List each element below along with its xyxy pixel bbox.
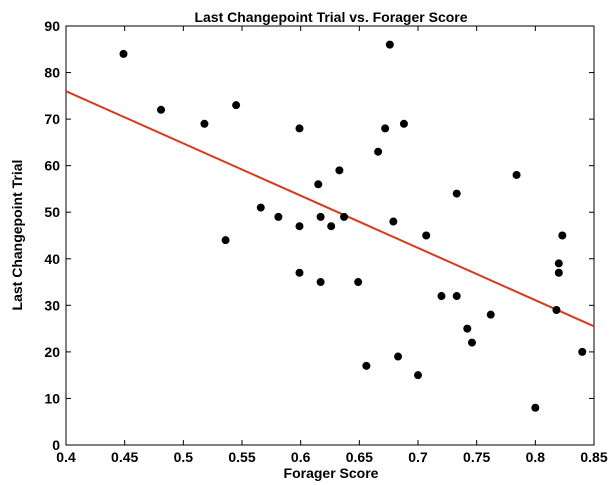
data-point — [554, 259, 563, 268]
plot-frame — [65, 25, 595, 446]
data-point — [578, 347, 587, 356]
data-point — [200, 119, 209, 128]
data-point — [385, 40, 394, 49]
data-point — [340, 212, 349, 221]
x-tick-label: 0.8 — [526, 449, 546, 465]
data-point — [374, 147, 383, 156]
x-tick-label: 0.55 — [228, 449, 255, 465]
data-point — [314, 180, 323, 189]
data-point — [316, 278, 325, 287]
data-point — [335, 166, 344, 175]
data-point — [327, 222, 336, 231]
data-point — [452, 292, 461, 301]
axis-ticks — [65, 25, 595, 446]
y-tick-label: 80 — [44, 65, 60, 81]
y-tick-label: 50 — [44, 204, 60, 220]
data-point — [552, 305, 561, 314]
data-point — [531, 403, 540, 412]
data-point — [256, 203, 265, 212]
data-point — [295, 268, 304, 277]
data-point — [316, 212, 325, 221]
x-tick-label: 0.4 — [56, 449, 76, 465]
data-point — [512, 170, 521, 179]
y-tick-label: 30 — [44, 297, 60, 313]
fit-line-group — [65, 90, 595, 328]
data-point — [157, 105, 166, 114]
data-point — [295, 222, 304, 231]
x-tick-label: 0.6 — [291, 449, 311, 465]
fit-line — [65, 90, 595, 328]
y-axis-label: Last Changepoint Trial — [9, 160, 25, 311]
data-points — [119, 40, 587, 412]
data-point — [354, 278, 363, 287]
data-point — [558, 231, 567, 240]
x-tick-label: 0.5 — [174, 449, 194, 465]
data-point — [232, 101, 241, 110]
data-point — [399, 119, 408, 128]
data-point — [394, 352, 403, 361]
x-tick-label: 0.7 — [408, 449, 428, 465]
y-tick-label: 10 — [44, 390, 60, 406]
data-point — [362, 361, 371, 370]
y-tick-label: 60 — [44, 158, 60, 174]
data-point — [381, 124, 390, 133]
axis-tick-labels: 0.4 0.45 0.5 0.55 0.6 0.65 0.7 0.75 0.8 0.85 0 10 20… — [44, 18, 607, 465]
data-point — [119, 49, 128, 58]
data-point — [389, 217, 398, 226]
data-point — [422, 231, 431, 240]
y-tick-label: 0 — [52, 437, 60, 453]
data-point — [452, 189, 461, 198]
x-tick-label: 0.85 — [580, 449, 607, 465]
y-tick-label: 90 — [44, 18, 60, 34]
data-point — [274, 212, 283, 221]
y-tick-label: 40 — [44, 251, 60, 267]
data-point — [467, 338, 476, 347]
data-point — [486, 310, 495, 319]
chart-title: Last Changepoint Trial vs. Forager Score — [194, 9, 467, 25]
data-point — [295, 124, 304, 133]
x-tick-label: 0.45 — [111, 449, 138, 465]
y-tick-label: 20 — [44, 344, 60, 360]
data-point — [437, 292, 446, 301]
data-point — [554, 268, 563, 277]
x-tick-label: 0.75 — [463, 449, 490, 465]
y-tick-label: 70 — [44, 111, 60, 127]
data-point — [221, 236, 230, 245]
data-point — [414, 371, 422, 380]
data-point — [463, 324, 472, 333]
x-axis-label: Forager Score — [284, 465, 379, 481]
x-tick-label: 0.65 — [346, 449, 373, 465]
